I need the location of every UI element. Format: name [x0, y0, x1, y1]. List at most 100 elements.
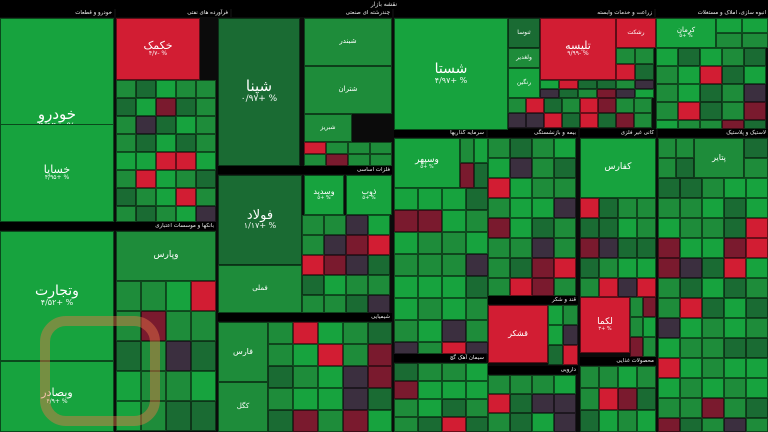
stock-tile-small[interactable]: [680, 238, 702, 258]
stock-tile-small[interactable]: [116, 206, 136, 222]
stock-tile-small[interactable]: [116, 98, 136, 116]
stock-tile-small[interactable]: [559, 80, 578, 89]
stock-tile-small[interactable]: [658, 218, 680, 238]
stock-tile-small[interactable]: [196, 80, 216, 98]
stock-tile-small[interactable]: [348, 142, 370, 154]
stock-tile-small[interactable]: [554, 138, 576, 158]
stock-tile-small[interactable]: [580, 388, 599, 410]
stock-tile-small[interactable]: [744, 120, 766, 129]
stock-tile-small[interactable]: [635, 89, 654, 98]
stock-tile-small[interactable]: [637, 238, 656, 258]
stock-tile-small[interactable]: [658, 358, 680, 378]
stock-tile-small[interactable]: [302, 275, 324, 295]
stock-tile-small[interactable]: [702, 198, 724, 218]
stock-tile-small[interactable]: [156, 206, 176, 222]
stock-tile-small[interactable]: [116, 188, 136, 206]
stock-tile-small[interactable]: [532, 278, 554, 296]
stock-tile-small[interactable]: [136, 206, 156, 222]
stock-tile-small[interactable]: [368, 275, 390, 295]
stock-tile-small[interactable]: [418, 381, 442, 399]
stock-tile-small[interactable]: [658, 338, 680, 358]
stock-tile-small[interactable]: [746, 198, 768, 218]
stock-tile-small[interactable]: [578, 89, 597, 98]
stock-tile-small[interactable]: [293, 344, 318, 366]
stock-tile-small[interactable]: [678, 48, 700, 66]
stock-tile-small[interactable]: [368, 295, 390, 313]
stock-tile-small[interactable]: [746, 378, 768, 398]
stock-tile-small[interactable]: [702, 278, 724, 298]
stock-tile-small[interactable]: [700, 48, 722, 66]
stock-tile-small[interactable]: [643, 317, 656, 337]
stock-tile-small[interactable]: [658, 138, 676, 158]
stock-tile-small[interactable]: [532, 138, 554, 158]
stock-tile-small[interactable]: [658, 398, 680, 418]
stock-tile-small[interactable]: [746, 298, 768, 318]
stock-tile-small[interactable]: [722, 84, 744, 102]
stock-tile-small[interactable]: [156, 80, 176, 98]
stock-tile-small[interactable]: [724, 278, 746, 298]
stock-tile-small[interactable]: [634, 113, 652, 128]
stock-tile-small[interactable]: [488, 218, 510, 238]
stock-tile-small[interactable]: [616, 113, 634, 128]
stock-tile-small[interactable]: [559, 89, 578, 98]
stock-tile-small[interactable]: [346, 295, 368, 313]
stock-tile-small[interactable]: [394, 210, 418, 232]
stock-tile-small[interactable]: [442, 188, 466, 210]
stock-tile-small[interactable]: [599, 218, 618, 238]
stock-tile[interactable]: کرمان ۵+ %: [656, 18, 716, 48]
stock-tile-small[interactable]: [156, 134, 176, 152]
stock-tile-small[interactable]: [702, 358, 724, 378]
stock-tile-small[interactable]: [676, 158, 694, 178]
stock-tile-small[interactable]: [116, 341, 141, 371]
stock-tile[interactable]: فملی: [218, 265, 302, 313]
stock-tile-small[interactable]: [532, 258, 554, 278]
stock-tile-small[interactable]: [302, 215, 324, 235]
stock-tile-small[interactable]: [554, 413, 576, 432]
stock-tile-small[interactable]: [630, 317, 643, 337]
stock-tile[interactable]: شپنا ۰/۹۷+ %: [218, 18, 300, 166]
stock-tile-small[interactable]: [680, 178, 702, 198]
stock-tile-small[interactable]: [680, 218, 702, 238]
stock-tile[interactable]: ذوب ۵+ %: [346, 175, 392, 215]
stock-tile-small[interactable]: [116, 170, 136, 188]
stock-tile-small[interactable]: [580, 218, 599, 238]
stock-tile-small[interactable]: [658, 238, 680, 258]
stock-tile-small[interactable]: [466, 381, 488, 399]
stock-tile-small[interactable]: [191, 371, 216, 401]
stock-tile-small[interactable]: [702, 218, 724, 238]
stock-tile-small[interactable]: [724, 358, 746, 378]
stock-tile-small[interactable]: [532, 198, 554, 218]
stock-tile-small[interactable]: [466, 363, 488, 381]
stock-tile-small[interactable]: [658, 378, 680, 398]
stock-tile[interactable]: ولغدیر: [508, 48, 540, 68]
stock-tile-small[interactable]: [532, 178, 554, 198]
stock-tile-small[interactable]: [346, 255, 368, 275]
stock-tile-small[interactable]: [156, 98, 176, 116]
stock-tile-small[interactable]: [599, 198, 618, 218]
stock-tile-small[interactable]: [324, 235, 346, 255]
stock-tile-small[interactable]: [442, 298, 466, 320]
stock-tile[interactable]: خساپا ۴/۹۵+ %: [0, 124, 114, 222]
stock-tile-small[interactable]: [343, 322, 368, 344]
stock-tile-small[interactable]: [343, 344, 368, 366]
stock-tile-small[interactable]: [370, 142, 392, 154]
stock-tile-small[interactable]: [466, 276, 488, 298]
stock-tile-small[interactable]: [700, 120, 722, 129]
stock-tile-small[interactable]: [166, 401, 191, 431]
stock-tile-small[interactable]: [141, 281, 166, 311]
stock-tile-small[interactable]: [343, 410, 368, 432]
stock-tile-small[interactable]: [460, 163, 474, 188]
stock-tile-small[interactable]: [702, 418, 724, 432]
stock-tile-small[interactable]: [466, 320, 488, 342]
stock-tile-small[interactable]: [418, 276, 442, 298]
stock-tile-small[interactable]: [268, 344, 293, 366]
stock-tile-small[interactable]: [597, 89, 616, 98]
stock-tile-small[interactable]: [293, 322, 318, 344]
stock-tile-small[interactable]: [136, 134, 156, 152]
stock-tile-small[interactable]: [474, 163, 488, 188]
stock-tile-small[interactable]: [442, 399, 466, 417]
stock-tile-small[interactable]: [580, 410, 599, 432]
stock-tile-small[interactable]: [618, 238, 637, 258]
stock-tile-small[interactable]: [368, 388, 392, 410]
stock-tile-small[interactable]: [532, 218, 554, 238]
